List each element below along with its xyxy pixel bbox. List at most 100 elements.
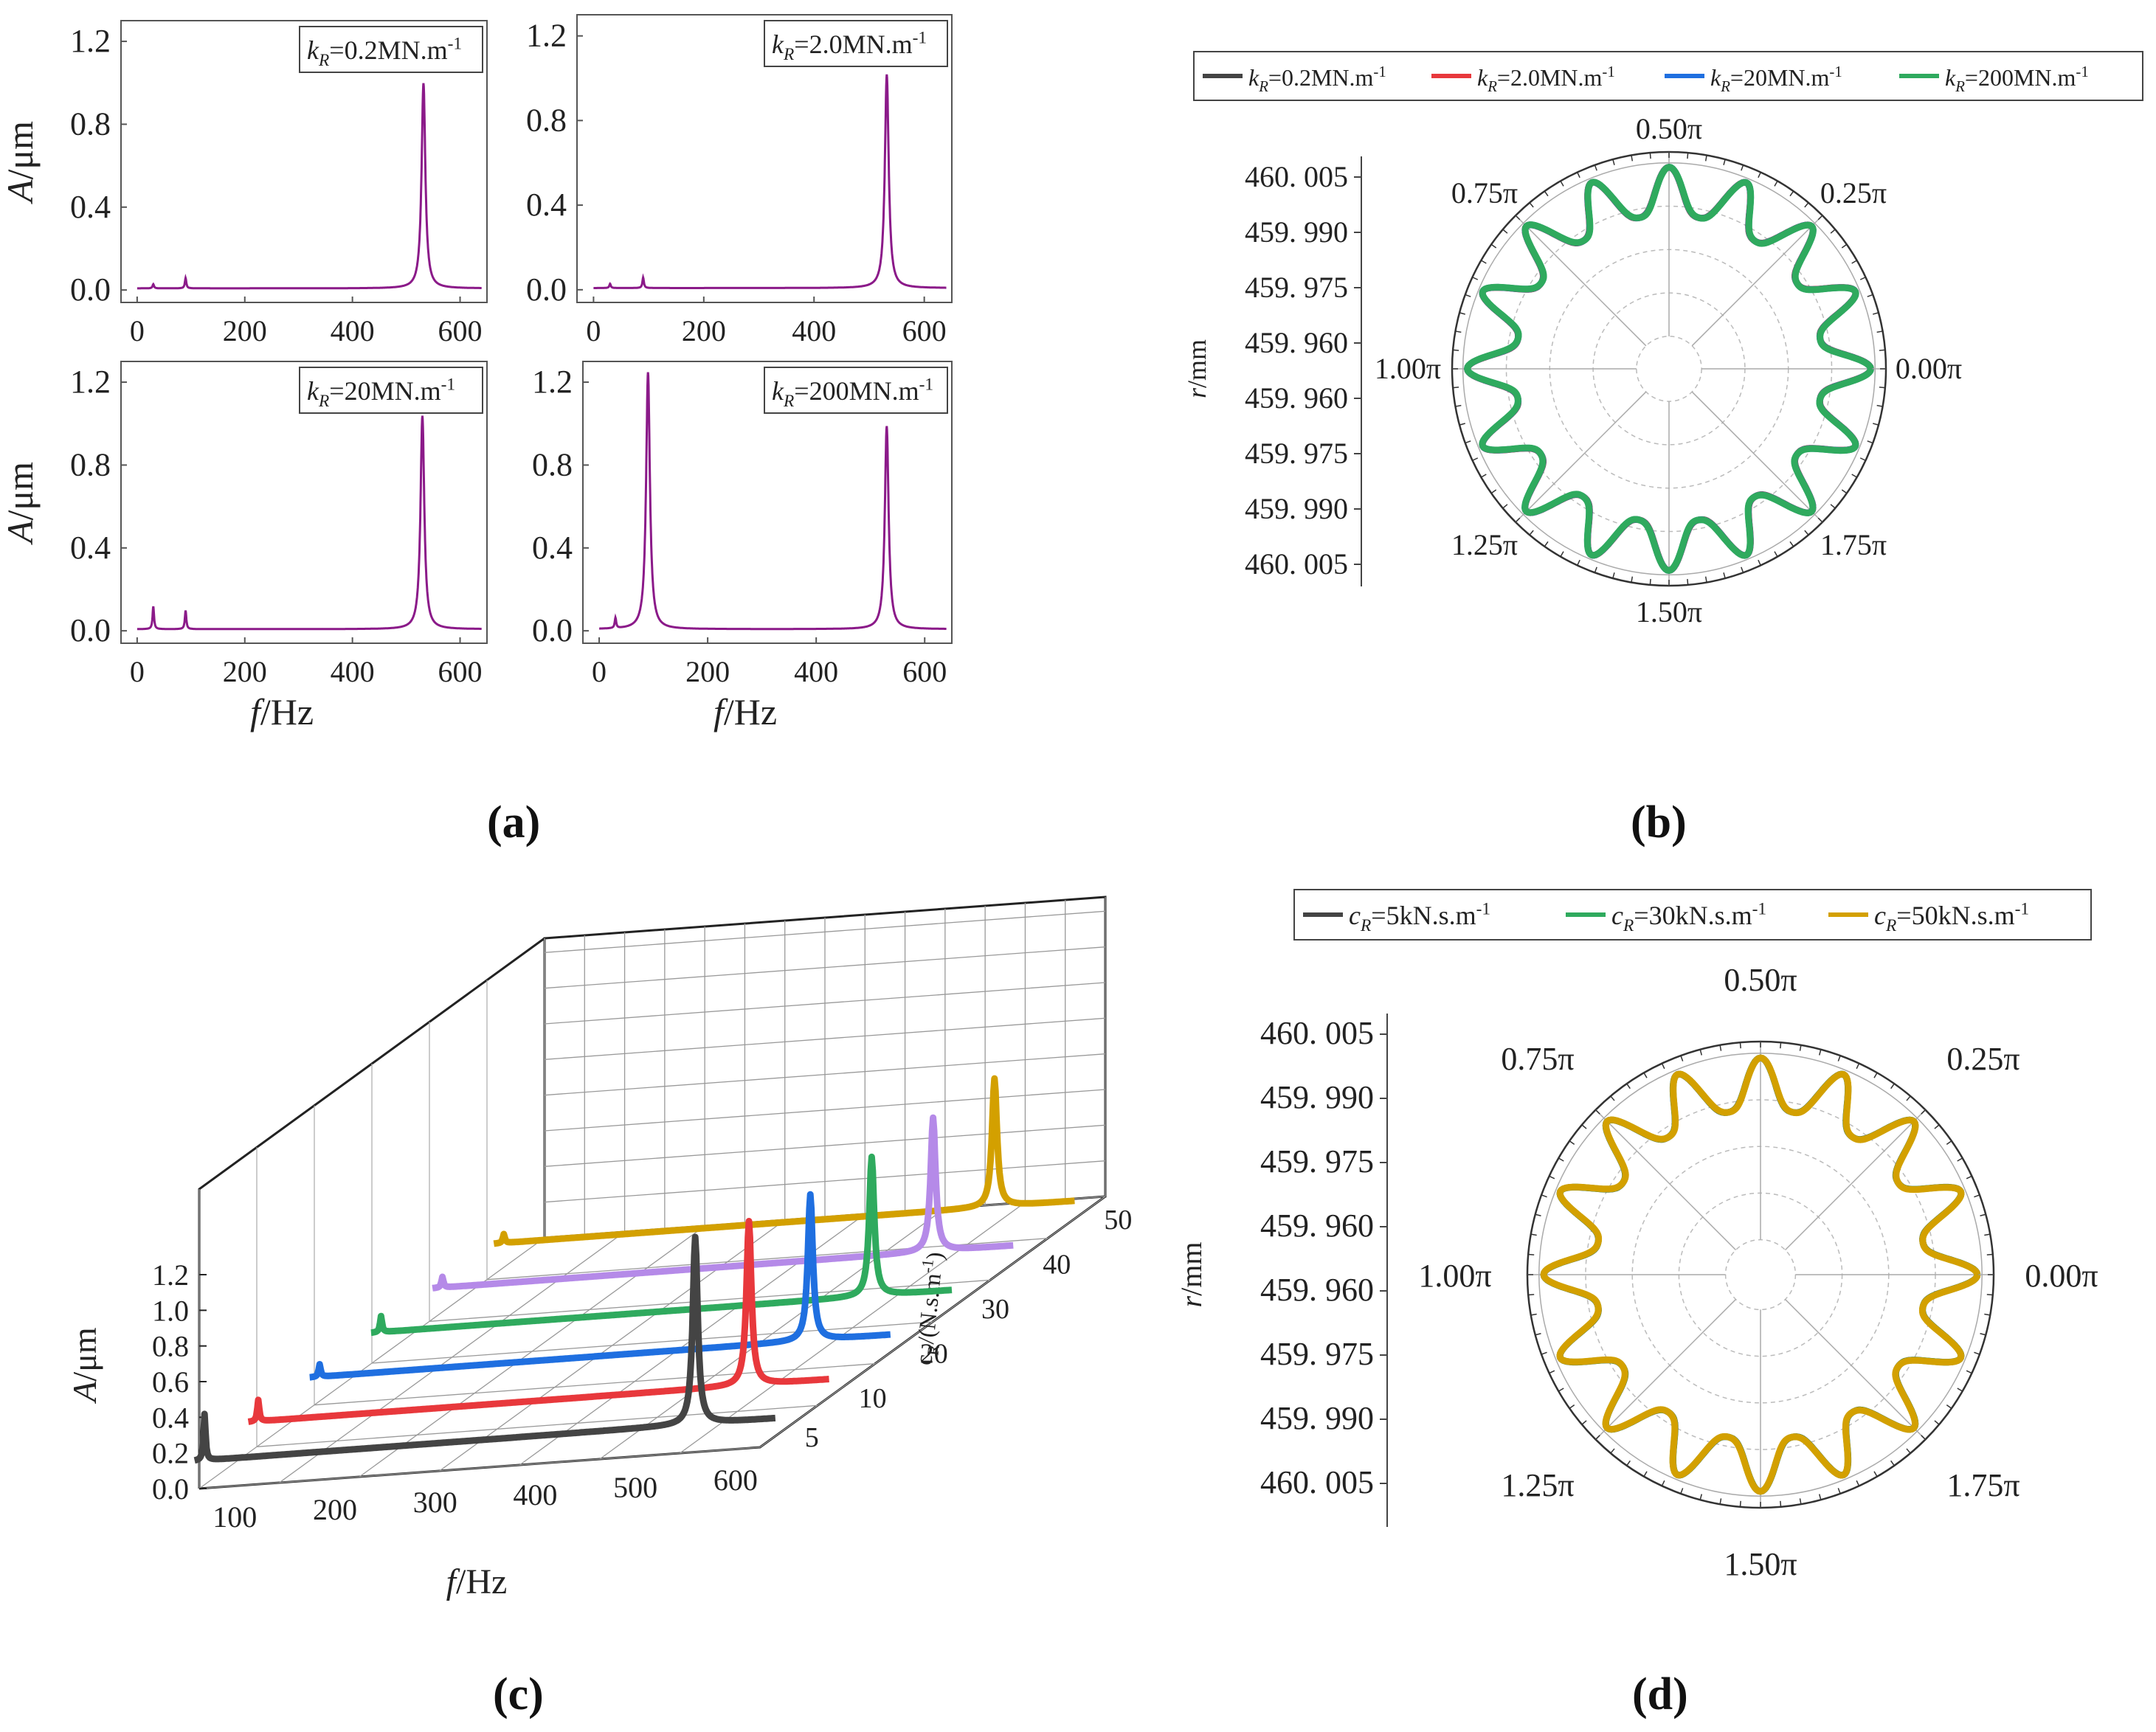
y-tick-label: 0.4 xyxy=(526,187,567,223)
plot-frame xyxy=(120,20,488,303)
wall-grid xyxy=(544,1017,1106,1060)
angle-tick xyxy=(1804,202,1809,208)
angle-tick xyxy=(1626,1460,1631,1466)
angle-tick xyxy=(1643,1072,1648,1078)
waterfall-series-line xyxy=(246,1218,832,1425)
legend-box xyxy=(299,26,483,73)
angle-tick xyxy=(1699,1494,1703,1500)
y-tick-label: 0.0 xyxy=(152,1472,189,1506)
grid-spoke xyxy=(1691,215,1823,347)
y-tick-label: 1.2 xyxy=(70,23,111,59)
angle-tick xyxy=(1817,215,1823,221)
angle-tick xyxy=(1946,1140,1952,1145)
angle-tick xyxy=(1502,229,1508,234)
angle-tick xyxy=(1957,1388,1963,1392)
floor-grid xyxy=(429,1279,991,1322)
angle-tick xyxy=(1595,1109,1600,1115)
angle-tick xyxy=(1774,551,1778,557)
angle-tick xyxy=(1946,1404,1952,1409)
spectrum-line xyxy=(137,83,482,290)
y-tick-label: 0.8 xyxy=(70,105,111,142)
y-tick-label: 0.4 xyxy=(152,1401,189,1434)
angle-tick xyxy=(1558,1388,1564,1392)
wall-grid xyxy=(544,982,1106,1025)
spectrum-plot-a2: 0 200 400 600 0.0 0.4 0.8 1.2 kR=2.0MN.m-1 xyxy=(526,14,953,347)
x-tick-label: 400 xyxy=(513,1478,557,1511)
legend-label: cR=30kN.s.m-1 xyxy=(1611,899,1766,935)
radial-tick-label: 459. 975 xyxy=(1245,271,1348,304)
x-tick-label: 600 xyxy=(714,1463,758,1497)
y-tick-label: 1.2 xyxy=(70,364,111,400)
x-tick-label: 600 xyxy=(438,314,483,347)
grid-ring xyxy=(1636,336,1702,402)
angle-tick xyxy=(1680,1488,1684,1494)
angle-tick xyxy=(1986,1253,1993,1255)
angle-tick xyxy=(1921,1109,1926,1115)
angle-tick xyxy=(1502,504,1508,509)
radial-tick-label: 459. 990 xyxy=(1260,1400,1374,1436)
angle-tick xyxy=(1830,504,1836,509)
angle-tick xyxy=(1581,1420,1587,1425)
x-axis-label: f/Hz xyxy=(446,1562,508,1601)
angle-tick xyxy=(1472,277,1479,280)
x-axis-label: f/Hz xyxy=(714,691,777,732)
angle-tick xyxy=(1873,1471,1878,1478)
x-tick-label: 400 xyxy=(331,655,375,688)
z-tick-label: 10 xyxy=(859,1383,887,1414)
angle-tick xyxy=(1490,489,1497,494)
angle-label: 0.00π xyxy=(1896,352,1962,385)
legend-label: kR=20MN.m-1 xyxy=(1710,63,1842,95)
angle-label: 0.25π xyxy=(1820,176,1887,209)
grid-spoke xyxy=(1784,1298,1926,1440)
panel-label-d: (d) xyxy=(1632,1669,1688,1719)
angle-tick xyxy=(1830,229,1836,234)
radial-tick-label: 459. 960 xyxy=(1260,1272,1374,1308)
y-tick-label: 1.0 xyxy=(152,1294,189,1327)
x-tick-label: 200 xyxy=(685,655,730,688)
spectrum-line xyxy=(137,415,482,631)
floor-grid xyxy=(198,1447,761,1489)
spectrum-line xyxy=(593,74,947,289)
angle-tick xyxy=(1851,474,1857,478)
angle-tick xyxy=(1966,1370,1972,1374)
angle-tick xyxy=(1876,330,1883,333)
angle-tick xyxy=(1687,153,1689,159)
spectrum-plot-a4: 0 200 400 600 0.0 0.4 0.8 1.2 kR=200MN.m-1 f/Hz xyxy=(532,361,953,732)
angle-tick xyxy=(1459,423,1465,426)
angle-tick xyxy=(1837,1055,1841,1061)
angle-tick xyxy=(1818,1494,1822,1500)
angle-tick xyxy=(1481,260,1487,264)
x-tick-label: 200 xyxy=(223,314,267,347)
angle-tick xyxy=(1704,155,1707,162)
angle-label: 1.00π xyxy=(1375,352,1441,385)
angle-tick xyxy=(1841,243,1848,249)
angle-tick xyxy=(1957,1157,1963,1162)
radial-tick-label: 460. 005 xyxy=(1260,1464,1374,1500)
legend-label: kR=0.2MN.m-1 xyxy=(1248,63,1386,95)
spectrum-plot-a3: 0 200 400 600 0.0 0.4 0.8 1.2 kR=20MN.m-1 A/μm f/H… xyxy=(0,361,488,732)
angle-tick xyxy=(1873,312,1879,315)
angle-tick xyxy=(1528,1253,1535,1255)
panel-label-c: (c) xyxy=(493,1669,544,1719)
angle-tick xyxy=(1867,294,1873,297)
angle-tick xyxy=(1529,530,1534,536)
waterfall-plot-c: 0.00.20.40.60.81.01.2 A/μm 100 200 300 400 500… xyxy=(66,896,1132,1601)
radial-tick-label: 459. 975 xyxy=(1260,1143,1374,1180)
angle-label: 0.50π xyxy=(1724,962,1797,998)
angle-tick xyxy=(1569,1404,1575,1409)
y-tick-label: 0.0 xyxy=(70,271,111,308)
x-tick-label: 0 xyxy=(586,314,601,347)
angle-tick xyxy=(1934,1124,1940,1129)
angle-tick xyxy=(1873,423,1879,426)
angle-tick xyxy=(1841,489,1848,494)
angle-tick xyxy=(1544,541,1549,547)
angle-tick xyxy=(1789,541,1794,547)
angle-tick xyxy=(1974,1351,1980,1355)
angle-tick xyxy=(1758,172,1761,179)
grid-ring xyxy=(1724,1239,1797,1311)
y-tick-label: 0.4 xyxy=(70,530,111,566)
angle-tick xyxy=(1481,474,1487,478)
angle-tick xyxy=(1980,1213,1986,1217)
angle-tick xyxy=(1455,330,1462,333)
